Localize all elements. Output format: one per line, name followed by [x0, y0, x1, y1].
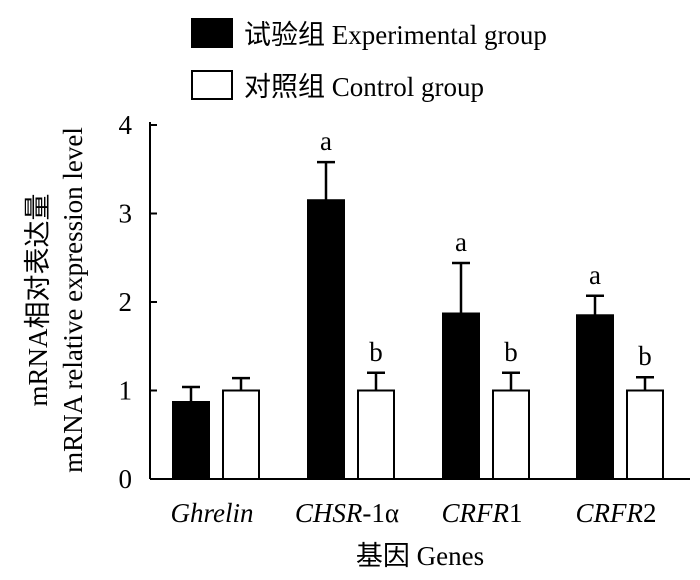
significance-label-experimental-1: a [320, 126, 332, 156]
significance-label-experimental-2: a [455, 227, 467, 257]
legend-swatch-experimental [191, 18, 233, 48]
y-ticks: 0 1 2 3 4 [119, 110, 157, 494]
bar-experimental-1 [307, 199, 345, 480]
legend: 试验组 Experimental group 对照组 Control group [191, 18, 547, 102]
legend-label-control: 对照组 Control group [244, 72, 484, 102]
x-tick-labels: Ghrelin CHSR-1α CRFR1 CRFR2 [171, 498, 657, 528]
y-axis-title-line1: mRNA相对表达量 [23, 193, 53, 406]
bars: a a a b b b [172, 126, 664, 481]
bar-control-3 [626, 389, 664, 480]
bar-control-1 [357, 389, 395, 480]
legend-swatch-control [191, 70, 233, 100]
y-tick-label-0: 0 [119, 464, 133, 494]
bar-experimental-3 [576, 314, 614, 480]
x-axis-title: 基因 Genes [356, 541, 484, 571]
bar-experimental-2 [442, 312, 480, 480]
significance-label-control-2: b [504, 337, 518, 367]
bar-experimental-0 [172, 401, 210, 481]
y-tick-label-4: 4 [119, 110, 133, 140]
y-tick-label-2: 2 [119, 287, 133, 317]
legend-label-experimental: 试验组 Experimental group [244, 20, 547, 50]
x-tick-label-3: CRFR2 [576, 498, 657, 528]
x-tick-label-0: Ghrelin [171, 498, 254, 528]
bar-control-2 [492, 389, 530, 480]
x-tick-label-2: CRFR1 [442, 498, 523, 528]
significance-label-experimental-3: a [589, 260, 601, 290]
y-axis-title-line2: mRNA relative expression level [58, 127, 88, 473]
x-tick-label-1: CHSR-1α [295, 498, 399, 528]
bar-control-0 [222, 389, 260, 480]
y-tick-label-3: 3 [119, 199, 133, 229]
significance-label-control-3: b [638, 341, 652, 371]
y-tick-label-1: 1 [119, 376, 133, 406]
significance-label-control-1: b [369, 337, 383, 367]
